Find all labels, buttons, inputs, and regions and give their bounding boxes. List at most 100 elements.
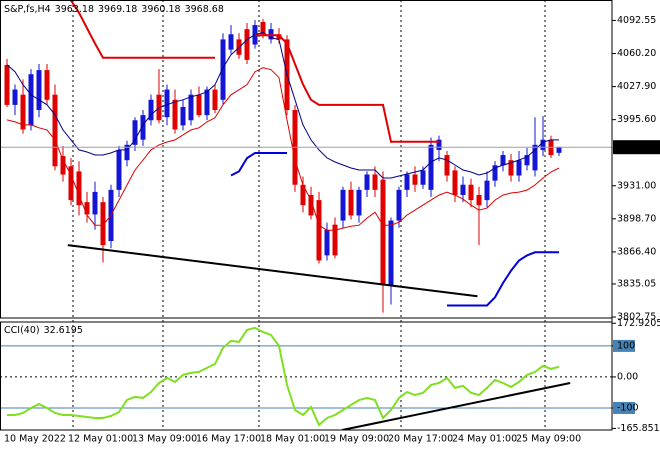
- panel-1: [0, 326, 612, 430]
- candle-body: [244, 29, 250, 60]
- level-label-box: [613, 401, 635, 414]
- candle-body: [428, 144, 434, 190]
- indicator-line: [70, 0, 439, 143]
- x-tick-label: 24 May 01:00: [452, 434, 517, 445]
- x-tick-label: 10 May 2022: [4, 434, 66, 445]
- indicator-line: [230, 152, 559, 307]
- candle-body: [116, 149, 122, 190]
- y-tick-label: 3802.75: [617, 312, 656, 323]
- candle-body: [460, 184, 466, 195]
- candle-body: [492, 165, 498, 181]
- trend-line: [67, 244, 478, 298]
- candle-body: [340, 189, 346, 221]
- y-tick-label: 3898.70: [617, 213, 656, 224]
- candle-body: [388, 220, 394, 286]
- candle-body: [364, 174, 370, 190]
- symbol: S&P,fs,H4: [4, 4, 51, 15]
- y-tick-label: 0.00: [617, 371, 638, 382]
- panel-0: [0, 0, 612, 313]
- y-tick-label: 3866.40: [617, 246, 656, 257]
- low-value: 3960.18: [141, 4, 180, 15]
- high-value: 3969.18: [98, 4, 137, 15]
- y-tick-label: 3931.00: [617, 180, 656, 191]
- candle-body: [44, 70, 50, 100]
- candle-body: [52, 94, 58, 167]
- cci-line: [7, 326, 560, 427]
- main-panel-frame: [0, 0, 613, 319]
- candle-body: [36, 70, 42, 111]
- cci-panel-frame: [0, 321, 613, 431]
- level-label-box: [613, 339, 635, 352]
- candle-body: [316, 200, 322, 261]
- candle-body: [60, 156, 66, 175]
- candle-body: [84, 202, 90, 215]
- candle-body: [124, 144, 130, 161]
- candle-body: [164, 89, 170, 118]
- candle-body: [92, 191, 98, 215]
- y-tick-label: 172.9205: [617, 318, 660, 329]
- price-axis-0: 4092.55 4060.20 4027.90 3995.60 3931.00 3898.…: [612, 15, 660, 323]
- x-tick-label: 18 May 01:00: [260, 434, 325, 445]
- candle-body: [212, 89, 218, 111]
- candle-body: [196, 94, 202, 116]
- candle-body: [28, 74, 34, 126]
- candle-body: [148, 99, 154, 121]
- y-tick-label: 4060.20: [617, 48, 656, 59]
- price-label-box: [613, 140, 660, 155]
- candle-body: [308, 194, 314, 216]
- candle-body: [180, 106, 186, 126]
- price-axis-1: 172.9205 100 0.00 -100 -165.8517: [612, 318, 660, 434]
- candle-body: [476, 194, 482, 206]
- x-tick-label: 12 May 01:00: [68, 434, 133, 445]
- candle-body: [420, 170, 426, 185]
- candle-body: [268, 29, 274, 40]
- candle-body: [396, 189, 402, 221]
- price-label: 3968.68: [616, 142, 655, 153]
- candle-body: [100, 202, 106, 246]
- x-tick-label: 16 May 17:00: [196, 434, 261, 445]
- candle-body: [188, 94, 194, 121]
- candle-body: [12, 89, 18, 105]
- open-value: 3963.18: [55, 4, 94, 15]
- candle-body: [452, 170, 458, 195]
- candle-body: [404, 174, 410, 190]
- candle-body: [516, 160, 522, 176]
- candle-body: [172, 99, 178, 130]
- candle-body: [324, 229, 330, 256]
- candle-body: [300, 184, 306, 206]
- x-tick-label: 13 May 09:00: [132, 434, 197, 445]
- y-tick-label: -100: [617, 402, 639, 413]
- candle-body: [348, 189, 354, 216]
- candle-body: [412, 174, 418, 185]
- candle-body: [260, 22, 266, 35]
- candle-body: [556, 147, 562, 153]
- candle-body: [500, 155, 506, 166]
- indicator-line: [6, 31, 559, 179]
- candle-body: [20, 94, 26, 130]
- y-tick-label: -165.8517: [617, 423, 660, 434]
- candle-body: [508, 160, 514, 176]
- candle-body: [228, 34, 234, 50]
- x-tick-label: 20 May 17:00: [388, 434, 453, 445]
- candle-body: [524, 155, 530, 166]
- y-tick-label: 4092.55: [617, 15, 656, 26]
- chart-header: S&P,fs,H4 3963.18 3969.18 3960.18 3968.68: [4, 4, 224, 15]
- candle-body: [220, 39, 226, 100]
- x-tick-label: 25 May 09:00: [516, 434, 581, 445]
- candle-body: [380, 179, 386, 286]
- indicator-value: 32.6195: [44, 325, 83, 336]
- indicator-line: [6, 67, 560, 231]
- candle-body: [468, 184, 474, 201]
- indicator-name: CCI(40): [4, 325, 40, 336]
- candle-body: [372, 174, 378, 190]
- y-tick-label: 4027.90: [617, 81, 656, 92]
- candle-body: [276, 34, 282, 40]
- candle-body: [484, 180, 490, 201]
- candle-body: [140, 115, 146, 140]
- close-value: 3968.68: [185, 4, 224, 15]
- candle-body: [444, 155, 450, 176]
- candle-body: [204, 89, 210, 116]
- candle-body: [68, 166, 74, 201]
